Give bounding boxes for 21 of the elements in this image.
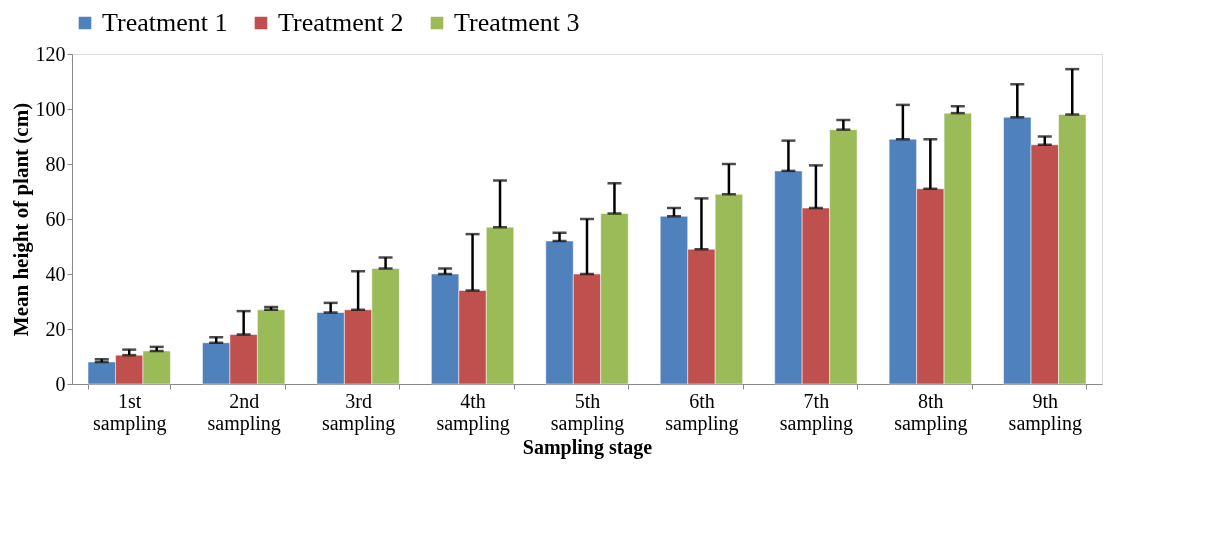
x-tick-label: 3rd sampling — [321, 389, 396, 435]
x-tick-label: 4th sampling — [436, 389, 510, 435]
x-tick-label: 1st sampling — [93, 389, 167, 435]
y-tick-label: 60 — [45, 207, 66, 230]
y-tick-label: 20 — [45, 317, 66, 340]
legend-label: Treatment 2 — [278, 8, 404, 37]
y-tick-label: 0 — [55, 372, 66, 395]
y-tick-label: 100 — [35, 97, 66, 120]
x-tick-label: 6th sampling — [665, 389, 739, 435]
x-axis-title: Sampling stage — [522, 435, 653, 459]
y-tick-label: 80 — [45, 152, 66, 175]
x-tick-label: 2nd sampling — [207, 389, 281, 435]
y-tick-label: 120 — [35, 42, 66, 65]
x-tick-label: 9th sampling — [1008, 389, 1082, 435]
x-tick-label: 5th sampling — [550, 389, 625, 435]
y-axis-title: Mean height of plant (cm) — [8, 102, 33, 337]
x-tick-label: 7th sampling — [779, 389, 854, 435]
y-tick-label: 40 — [45, 262, 66, 285]
x-tick-label: 8th sampling — [894, 389, 968, 435]
legend-label: Treatment 3 — [454, 8, 580, 37]
legend-label: Treatment 1 — [102, 8, 228, 37]
